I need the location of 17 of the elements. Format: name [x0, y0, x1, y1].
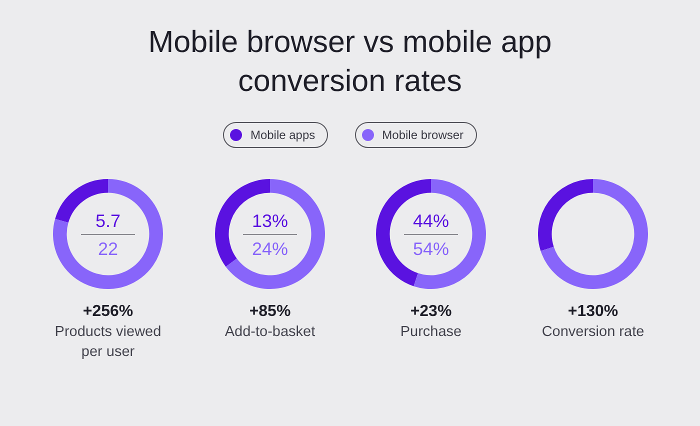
text: +85%: [248, 302, 292, 322]
data-label: 24%: [252, 238, 288, 259]
chart-title: Mobile browser vs mobile app conversion rates: [147, 24, 553, 100]
legend-label: Mobile browser: [382, 128, 464, 142]
data-label: 54%: [412, 238, 450, 259]
data-label: 5.7: [95, 210, 121, 231]
data-label: 44%: [412, 210, 450, 231]
text: Add-to-basket: [224, 323, 316, 342]
text: +23%: [409, 302, 453, 322]
text: Purchase: [399, 323, 463, 342]
text: Conversion rate: [540, 323, 646, 342]
data-label: 13%: [252, 210, 288, 231]
text: +256%: [82, 302, 134, 322]
text: Products viewed per user: [54, 323, 162, 362]
legend-label: Mobile apps: [250, 128, 316, 142]
data-label: 22: [98, 238, 118, 259]
text: +130%: [566, 302, 620, 322]
